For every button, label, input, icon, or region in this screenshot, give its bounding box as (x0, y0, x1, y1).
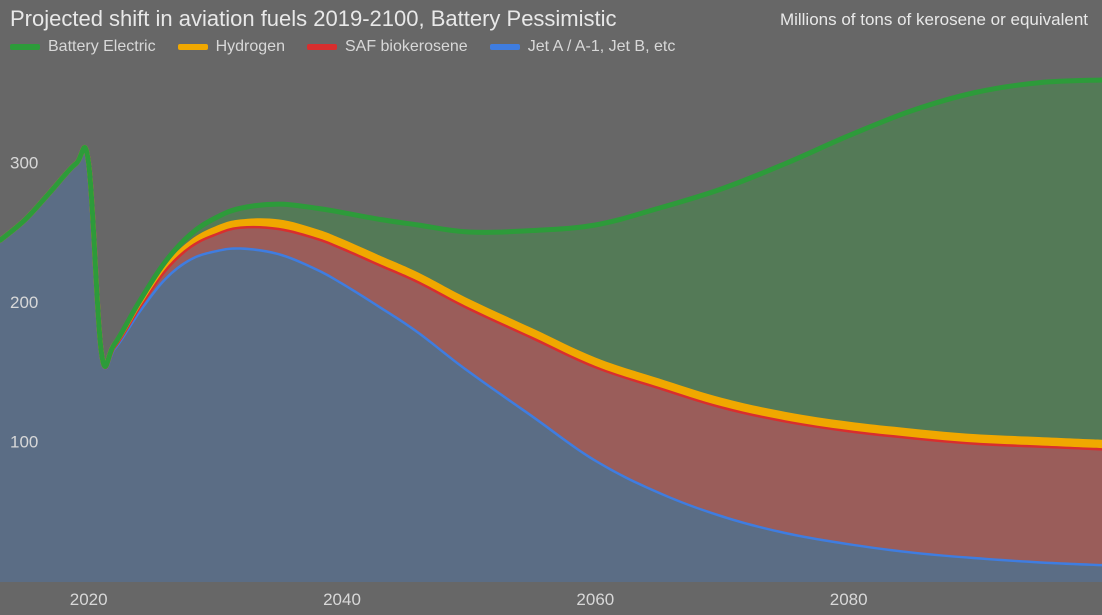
x-tick-label: 2060 (576, 590, 614, 609)
stacked-area-chart: 100 200 300 2020 2040 2060 2080 (0, 0, 1102, 615)
legend-item-hydrogen: Hydrogen (178, 38, 285, 56)
chart-title: Projected shift in aviation fuels 2019-2… (10, 6, 617, 32)
y-tick-label: 100 (10, 433, 38, 452)
legend-swatch (490, 44, 520, 50)
y-tick-label: 300 (10, 154, 38, 173)
y-tick-label: 200 (10, 293, 38, 312)
legend-label: Battery Electric (48, 38, 156, 56)
x-tick-label: 2080 (830, 590, 868, 609)
chart-subtitle: Millions of tons of kerosene or equivale… (780, 10, 1088, 30)
chart-container: 100 200 300 2020 2040 2060 2080 Projected shi… (0, 0, 1102, 615)
x-tick-label: 2020 (70, 590, 108, 609)
legend-label: Jet A / A-1, Jet B, etc (528, 38, 676, 56)
legend-item-battery-electric: Battery Electric (10, 38, 156, 56)
legend-label: SAF biokerosene (345, 38, 468, 56)
chart-legend: Battery Electric Hydrogen SAF biokerosen… (10, 38, 675, 56)
legend-swatch (178, 44, 208, 50)
x-tick-label: 2040 (323, 590, 361, 609)
legend-label: Hydrogen (216, 38, 285, 56)
legend-item-jet-a: Jet A / A-1, Jet B, etc (490, 38, 676, 56)
legend-item-saf-biokerosene: SAF biokerosene (307, 38, 468, 56)
legend-swatch (307, 44, 337, 50)
legend-swatch (10, 44, 40, 50)
